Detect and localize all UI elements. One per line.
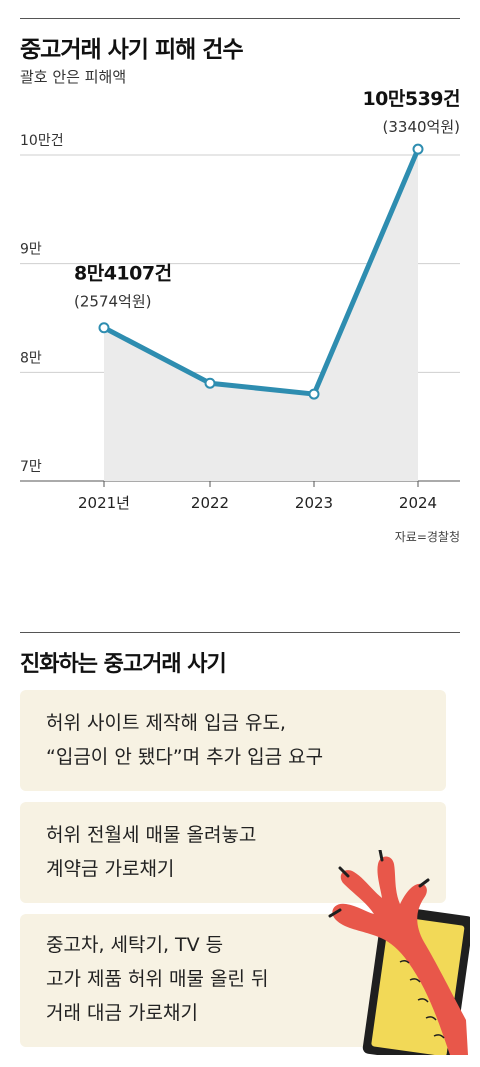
section-title: 진화하는 중고거래 사기 [20,652,227,677]
info-box-1: 허위 사이트 제작해 입금 유도, “입금이 안 됐다”며 추가 입금 요구 [20,690,446,791]
data-label-count: 10만539건 [362,88,460,110]
data-point [98,322,110,334]
area-chart: 7만 8만 9만 10만건 2021년 2022 2023 2024 8만4107건 (2574… [20,88,461,512]
scam-hand-phone-illustration [328,850,470,1055]
section-rule [20,632,460,633]
series-line [102,148,421,397]
chart-subtitle: 괄호 안은 피해액 [20,68,127,86]
x-tick-label: 2024 [399,494,437,512]
info-box-3-line-3: 거래 대금 가로채기 [46,1002,198,1024]
y-tick-label: 10만건 [20,133,64,149]
y-tick-label: 9만 [20,242,42,258]
y-tick-label: 8만 [20,350,42,366]
data-point [204,377,216,389]
info-box-2: 허위 전월세 매물 올려놓고 계약금 가로채기 [20,802,446,903]
data-label-amount: (2574억원) [74,293,151,311]
x-tick-label: 2023 [295,494,333,512]
data-label-count: 8만4107건 [74,263,172,285]
info-box-1-line-1: 허위 사이트 제작해 입금 유도, [46,712,286,734]
info-box-2-line-1: 허위 전월세 매물 올려놓고 [46,824,257,846]
top-rule [20,18,460,19]
hand-icon [328,850,468,1055]
info-box-1-line-2: “입금이 안 됐다”며 추가 입금 요구 [46,746,324,768]
y-tick-label: 7만 [20,459,42,475]
data-point [308,388,320,400]
info-box-3-line-1: 중고차, 세탁기, TV 등 [46,934,224,956]
x-tick-label: 2021년 [78,494,130,512]
area-fill [104,149,418,481]
source-note: 자료=경찰청 [394,530,460,544]
data-label-amount: (3340억원) [383,118,460,136]
info-box-3-line-2: 고가 제품 허위 매물 올린 뒤 [46,968,269,990]
info-box-2-line-2: 계약금 가로채기 [46,858,175,880]
chart-title: 중고거래 사기 피해 건수 [20,37,244,63]
data-point [412,143,424,155]
x-tick-label: 2022 [191,494,229,512]
